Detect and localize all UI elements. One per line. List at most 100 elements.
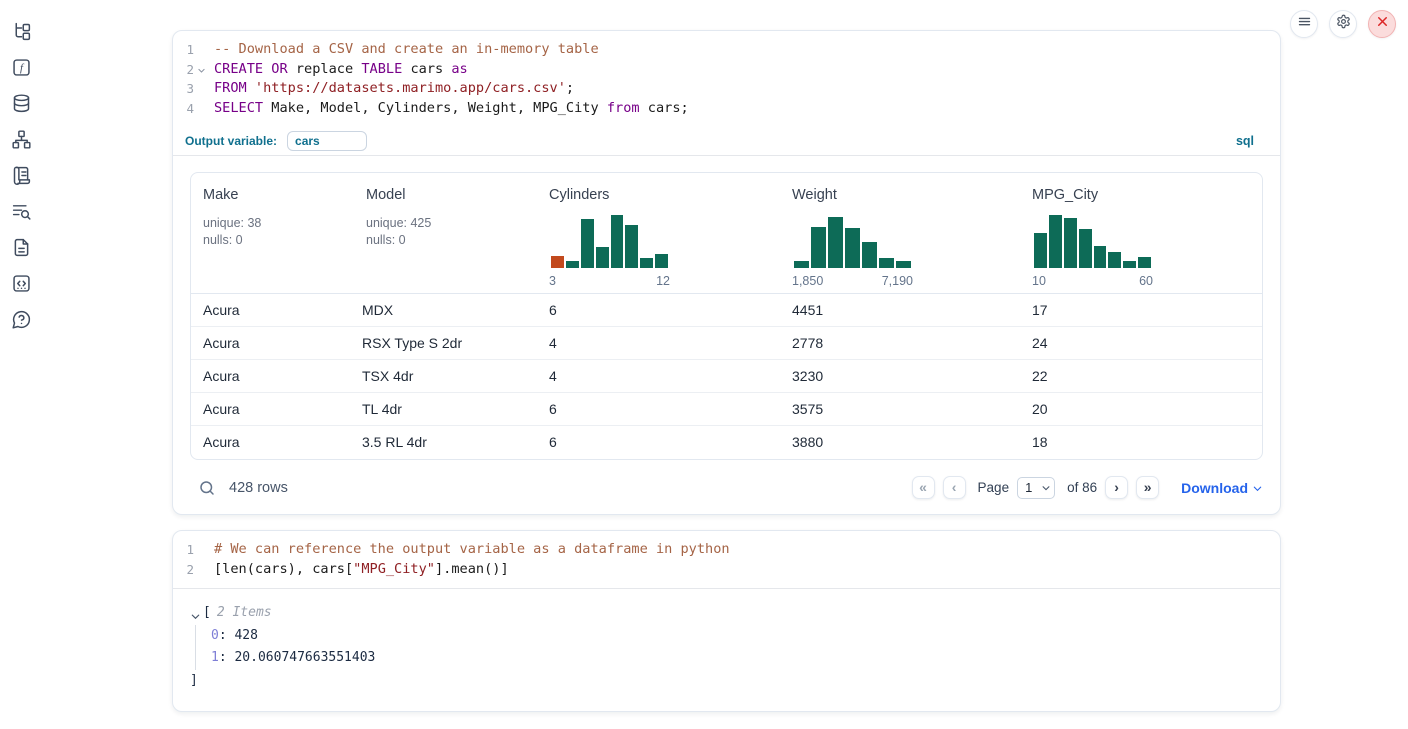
column-name: Make	[203, 186, 239, 203]
python-code-line: 1 # We can reference the output variable …	[173, 540, 1280, 560]
python-output-tree: [ 2 Items 0: 428 1: 20.060747663551403 ]	[173, 588, 1280, 692]
snippets-icon[interactable]	[10, 272, 32, 294]
axis-min-label: 3	[549, 273, 556, 288]
tree-item-separator: :	[218, 650, 235, 666]
sql-cell: 1 -- Download a CSV and create an in-memo…	[172, 30, 1281, 515]
fold-chevron-icon[interactable]	[194, 60, 214, 80]
page-select-wrap: 1	[1017, 476, 1056, 499]
code-token: -- Download a CSV and create an in-memor…	[214, 41, 599, 57]
histogram-bar	[610, 214, 624, 268]
histogram-bar	[1048, 214, 1062, 268]
first-page-button[interactable]: «	[911, 476, 935, 500]
table-row[interactable]: Acura RSX Type S 2dr 4 2778 24	[191, 327, 1262, 360]
code-token: "MPG_City"	[353, 560, 435, 577]
documentation-icon[interactable]	[10, 236, 32, 258]
fold-gap	[194, 560, 214, 580]
table-cell: Acura	[203, 400, 240, 417]
prev-page-button[interactable]: ‹	[942, 476, 966, 500]
histogram-bar	[862, 241, 877, 268]
code-token: [len(cars), cars[	[214, 560, 354, 577]
histogram-bar	[896, 260, 911, 268]
page-label: Page	[977, 480, 1010, 496]
histogram-bar	[625, 224, 639, 268]
column-header-weight[interactable]: Weight 1,850 7,190	[780, 173, 1020, 293]
table-cell: 20	[1032, 400, 1048, 417]
column-stats: unique: 425 nulls: 0	[366, 215, 537, 249]
code-text: -- Download a CSV and create an in-memor…	[214, 40, 599, 60]
settings-button[interactable]	[1329, 10, 1357, 38]
fold-gap	[194, 79, 214, 99]
fold-gap	[194, 40, 214, 60]
sql-code-editor[interactable]: 1 -- Download a CSV and create an in-memo…	[173, 31, 1280, 128]
column-stat: nulls: 0	[203, 232, 243, 247]
data-table: Make unique: 38 nulls: 0 Model unique: 425 nu…	[190, 171, 1263, 460]
logs-icon[interactable]	[10, 200, 32, 222]
column-header-cylinders[interactable]: Cylinders 3 12	[537, 173, 780, 293]
help-icon[interactable]	[10, 308, 32, 330]
notebook-actions	[1290, 10, 1396, 38]
column-header-model[interactable]: Model unique: 425 nulls: 0	[354, 173, 537, 293]
table-footer: 428 rows « ‹ Page 1 of 86 › » Download	[190, 473, 1263, 503]
histogram-bar	[1034, 232, 1047, 268]
variables-icon[interactable]: f	[10, 56, 32, 78]
histogram-bar	[640, 257, 654, 268]
axis-max-label: 12	[656, 273, 670, 288]
table-row[interactable]: Acura 3.5 RL 4dr 6 3880 18	[191, 426, 1262, 459]
hamburger-icon	[1297, 14, 1312, 34]
table-cell: 3575	[792, 400, 824, 417]
svg-text:f: f	[19, 62, 24, 74]
histogram-bar	[655, 253, 668, 268]
column-header-mpg_city[interactable]: MPG_City 10 60	[1020, 173, 1262, 293]
line-number: 3	[186, 81, 194, 97]
histogram-bar	[794, 260, 809, 268]
dependency-graph-icon[interactable]	[10, 128, 32, 150]
table-cell: 3.5 RL 4dr	[362, 434, 427, 451]
histogram-bar	[1078, 228, 1092, 268]
code-token: 'https://datasets.marimo.app/cars.csv'	[254, 80, 566, 97]
python-code-editor[interactable]: 1 # We can reference the output variable …	[173, 531, 1280, 588]
column-header-make[interactable]: Make unique: 38 nulls: 0	[191, 173, 354, 293]
histogram-bar	[1108, 251, 1122, 268]
search-icon[interactable]	[198, 479, 216, 497]
table-cell: Acura	[203, 334, 240, 351]
table-row[interactable]: Acura TL 4dr 6 3575 20	[191, 393, 1262, 426]
table-cell: 6	[549, 434, 557, 451]
code-token: ].mean()]	[434, 560, 509, 577]
histogram-bar	[1063, 217, 1077, 268]
histogram-bar	[551, 255, 564, 268]
page-select[interactable]: 1	[1017, 476, 1056, 499]
last-page-button[interactable]: »	[1136, 476, 1160, 500]
download-button[interactable]: Download	[1181, 480, 1263, 496]
file-explorer-icon[interactable]	[10, 20, 32, 42]
table-row[interactable]: Acura TSX 4dr 4 3230 22	[191, 360, 1262, 393]
table-cell: 6	[549, 301, 557, 318]
python-cell: 1 # We can reference the output variable …	[172, 530, 1281, 712]
menu-button[interactable]	[1290, 10, 1318, 38]
table-row[interactable]: Acura MDX 6 4451 17	[191, 294, 1262, 327]
column-name: Model	[366, 186, 406, 203]
outline-icon[interactable]	[10, 164, 32, 186]
histogram-bar	[565, 260, 579, 268]
output-variable-row: Output variable: sql	[173, 128, 1280, 156]
column-histogram	[1034, 212, 1151, 268]
output-variable-input[interactable]	[287, 131, 368, 152]
axis-max-label: 60	[1139, 273, 1153, 288]
code-token: ;	[565, 80, 575, 97]
tree-item-value: 428	[234, 627, 258, 643]
sql-code-line: 1 -- Download a CSV and create an in-memo…	[173, 40, 1280, 60]
data-sources-icon[interactable]	[10, 92, 32, 114]
histogram-axis-labels: 1,850 7,190	[792, 274, 913, 288]
column-name: Cylinders	[549, 186, 610, 203]
tree-item-key: 1	[211, 650, 219, 666]
table-cell: 3230	[792, 367, 824, 384]
fold-gap	[194, 99, 214, 119]
python-code-line: 2 [len(cars), cars["MPG_City"].mean()]	[173, 560, 1280, 580]
sql-code-line: 3 FROM 'https://datasets.marimo.app/cars.…	[173, 79, 1280, 99]
shutdown-button[interactable]	[1368, 10, 1396, 38]
collapse-chevron-icon[interactable]	[190, 608, 201, 620]
table-cell: 22	[1032, 367, 1048, 384]
column-stats: unique: 38 nulls: 0	[203, 215, 354, 249]
histogram-bar	[1123, 260, 1137, 268]
line-number: 1	[186, 42, 194, 57]
next-page-button[interactable]: ›	[1105, 476, 1129, 500]
